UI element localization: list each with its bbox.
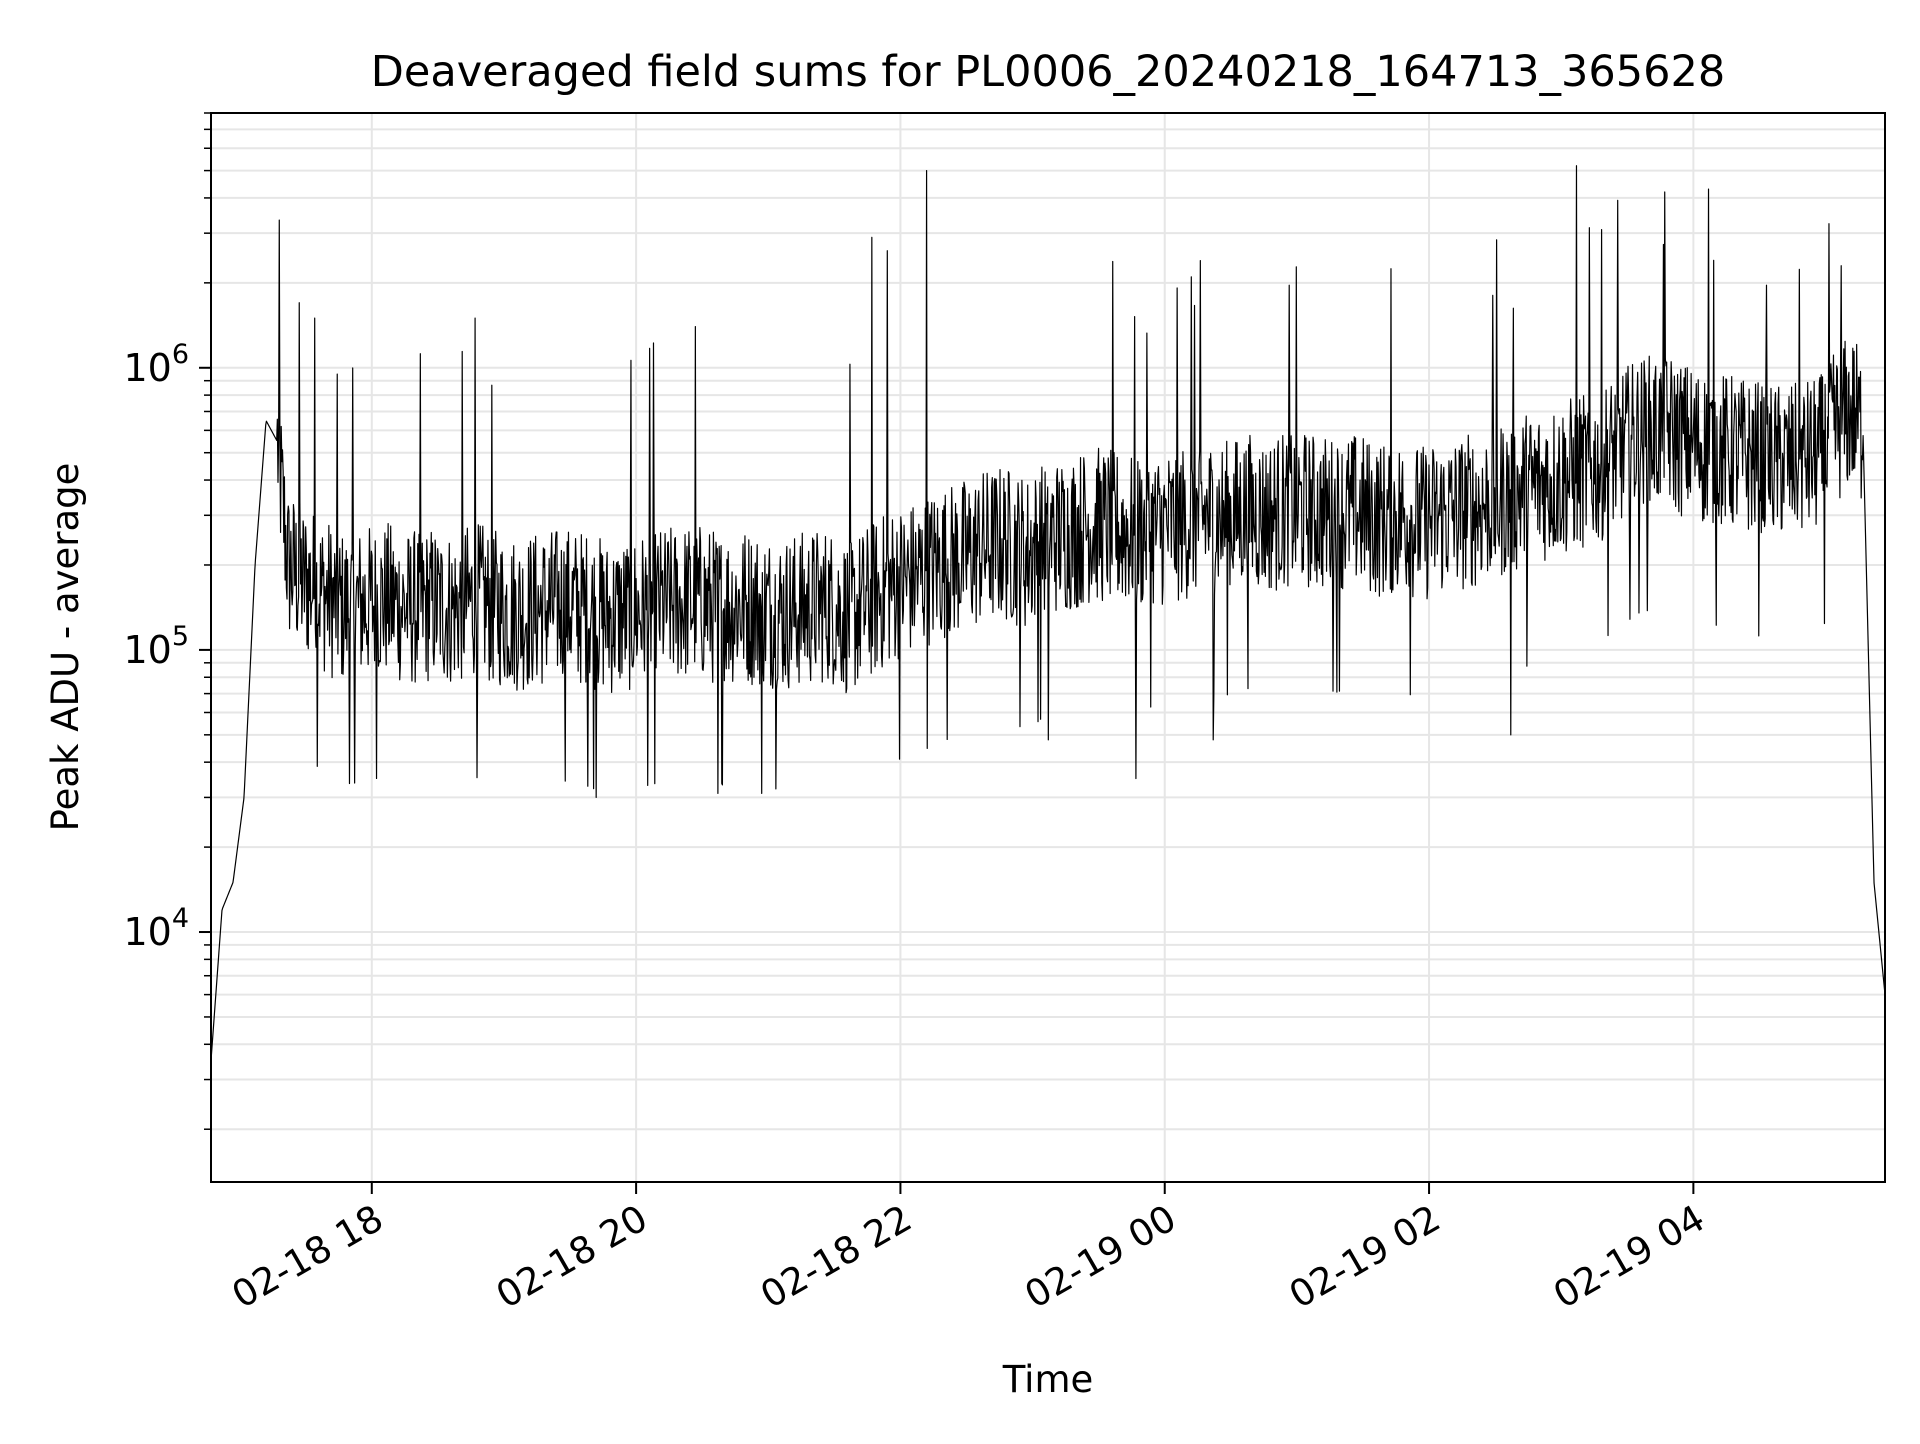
plot-frame [210, 112, 1886, 1183]
y-tick-label: 104 [123, 903, 189, 954]
x-axis-label: Time [1002, 1358, 1094, 1401]
y-axis-label: Peak ADU - average [44, 463, 87, 832]
chart-title: Deaveraged field sums for PL0006_2024021… [371, 47, 1725, 97]
y-tick-label: 106 [123, 339, 189, 390]
y-tick-label: 105 [123, 621, 189, 672]
series-line [210, 165, 1886, 1061]
series-layer [210, 165, 1886, 1061]
